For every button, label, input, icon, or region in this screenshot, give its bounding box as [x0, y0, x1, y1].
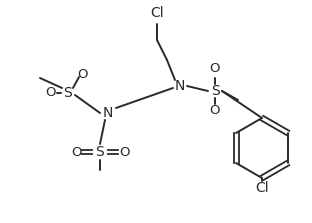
Text: Cl: Cl — [150, 6, 164, 20]
Text: S: S — [64, 86, 72, 100]
Text: O: O — [45, 87, 55, 99]
Text: O: O — [71, 145, 81, 159]
Text: S: S — [211, 84, 219, 98]
Text: S: S — [95, 145, 105, 159]
Text: O: O — [210, 62, 220, 74]
Text: O: O — [78, 68, 88, 81]
Text: O: O — [210, 105, 220, 118]
Text: Cl: Cl — [255, 181, 269, 195]
Text: N: N — [175, 79, 185, 93]
Text: O: O — [119, 145, 129, 159]
Text: N: N — [103, 106, 113, 120]
